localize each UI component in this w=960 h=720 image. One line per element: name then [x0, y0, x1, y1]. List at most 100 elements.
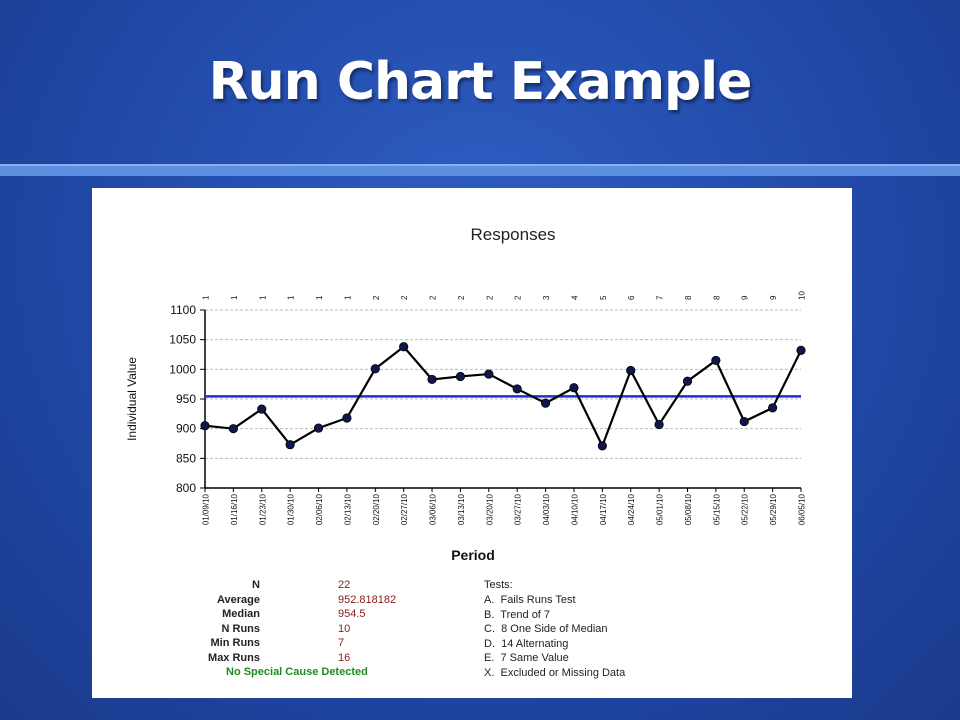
test-item: A. Fails Runs Test: [484, 594, 576, 606]
x-tick-label: 02/06/10: [315, 493, 324, 525]
data-point: [455, 371, 466, 382]
stat-value: 16: [338, 652, 351, 664]
stat-value: 954.5: [338, 608, 366, 621]
title-divider: [0, 166, 960, 176]
run-number-label: 9: [769, 295, 778, 300]
x-tick-label: 04/17/10: [599, 493, 608, 525]
data-point: [597, 441, 607, 451]
y-tick-label: 1050: [169, 333, 196, 347]
run-number-label: 2: [429, 295, 438, 300]
x-tick-label: 05/01/10: [656, 493, 665, 525]
run-number-label: 7: [656, 295, 665, 300]
data-point: [228, 424, 238, 434]
stat-label: Median: [222, 608, 260, 621]
x-tick-label: 01/16/10: [230, 493, 239, 525]
slide-title: Run Chart Example: [208, 52, 753, 112]
data-point: [200, 421, 210, 431]
stat-label: N: [252, 579, 260, 591]
y-tick-label: 800: [176, 481, 196, 495]
x-tick-label: 01/09/10: [202, 493, 211, 525]
x-tick-label: 05/29/10: [769, 493, 778, 525]
data-point: [285, 440, 295, 450]
y-tick-label: 900: [176, 422, 196, 436]
data-point: [313, 423, 324, 433]
data-point: [739, 416, 749, 427]
title-divider-highlight: [0, 164, 960, 166]
run-chart: Responses 800 850 900 950 1000 1050 1100 01/09/1…: [125, 225, 807, 563]
data-point: [796, 345, 806, 355]
data-point: [399, 342, 409, 352]
x-tick-label: 02/27/10: [400, 493, 409, 525]
data-point: [626, 365, 636, 376]
run-number-label: 2: [400, 295, 409, 300]
y-tick-label: 850: [176, 451, 196, 465]
x-tick-label: 06/05/10: [798, 493, 807, 525]
data-point: [569, 383, 579, 393]
run-number-label: 1: [202, 295, 211, 300]
x-tick-label: 03/06/10: [429, 493, 438, 525]
series-line: [204, 345, 802, 449]
y-tick-label: 1100: [170, 303, 196, 317]
stat-label: Max Runs: [208, 652, 260, 664]
x-tick-label: 05/15/10: [712, 493, 721, 525]
x-tick-label: 04/03/10: [542, 493, 551, 525]
x-tick-label: 03/20/10: [485, 493, 494, 525]
test-item: B. Trend of 7: [484, 608, 551, 621]
run-number-label: 4: [570, 295, 579, 300]
run-number-label: 9: [741, 295, 750, 300]
run-number-label: 1: [258, 295, 267, 300]
test-item: D. 14 Alternating: [484, 637, 569, 650]
data-point: [654, 419, 664, 430]
stat-label: Min Runs: [210, 637, 261, 650]
x-tick-label: 02/13/10: [343, 493, 352, 525]
chart-panel: Responses 800 850 900 950 1000 1050 1100 01/09/1…: [92, 188, 852, 698]
stat-label: Average: [216, 593, 260, 606]
run-number-label: 3: [542, 295, 551, 300]
x-tick-label: 03/27/10: [514, 493, 523, 525]
data-point: [540, 398, 551, 408]
stat-value: 10: [338, 622, 351, 635]
data-point: [512, 384, 522, 394]
data-point: [370, 364, 380, 374]
x-tick-label: 05/22/10: [741, 493, 750, 525]
run-number-label: 6: [627, 295, 636, 300]
x-tick-label: 01/30/10: [287, 493, 296, 525]
run-number-label: 5: [599, 295, 608, 300]
run-number-label: 2: [457, 295, 466, 300]
run-number-label: 1: [315, 295, 324, 300]
data-point: [484, 369, 494, 379]
run-number-label: 2: [514, 295, 523, 300]
test-item: E. 7 Same Value: [484, 652, 569, 665]
test-item: X. Excluded or Missing Data: [484, 667, 626, 679]
x-axis-label: Period: [451, 547, 495, 563]
stat-value: 22: [338, 579, 351, 591]
stat-value: 7: [338, 637, 345, 650]
y-tick-label: 950: [176, 392, 196, 406]
x-tick-label: 04/24/10: [627, 493, 636, 525]
y-tick-label: 1000: [169, 362, 196, 376]
data-point: [682, 376, 693, 386]
y-axis-label: Individual Value: [125, 357, 139, 441]
special-cause-note: No Special Cause Detected: [226, 666, 368, 678]
x-tick-label: 03/13/10: [457, 493, 466, 525]
run-number-label: 8: [712, 295, 721, 300]
x-tick-label: 02/20/10: [372, 493, 381, 525]
run-number-label: 8: [684, 295, 693, 300]
data-point: [768, 403, 778, 413]
run-number-label: 2: [485, 295, 494, 300]
run-number-label: 10: [798, 291, 807, 300]
stat-label: N Runs: [221, 622, 261, 635]
data-point: [342, 413, 352, 423]
data-point: [427, 374, 437, 385]
x-tick-label: 04/10/10: [570, 493, 579, 525]
chart-title: Responses: [470, 225, 555, 244]
run-number-label: 1: [230, 295, 239, 300]
data-point: [711, 355, 721, 366]
x-tick-label: 05/08/10: [684, 493, 693, 525]
stat-value: 952.818182: [338, 593, 397, 606]
tests-title: Tests:: [484, 579, 513, 591]
test-item: C. 8 One Side of Median: [484, 623, 608, 636]
run-number-label: 2: [372, 295, 381, 300]
data-point: [257, 404, 267, 414]
run-number-label: 1: [343, 295, 352, 300]
